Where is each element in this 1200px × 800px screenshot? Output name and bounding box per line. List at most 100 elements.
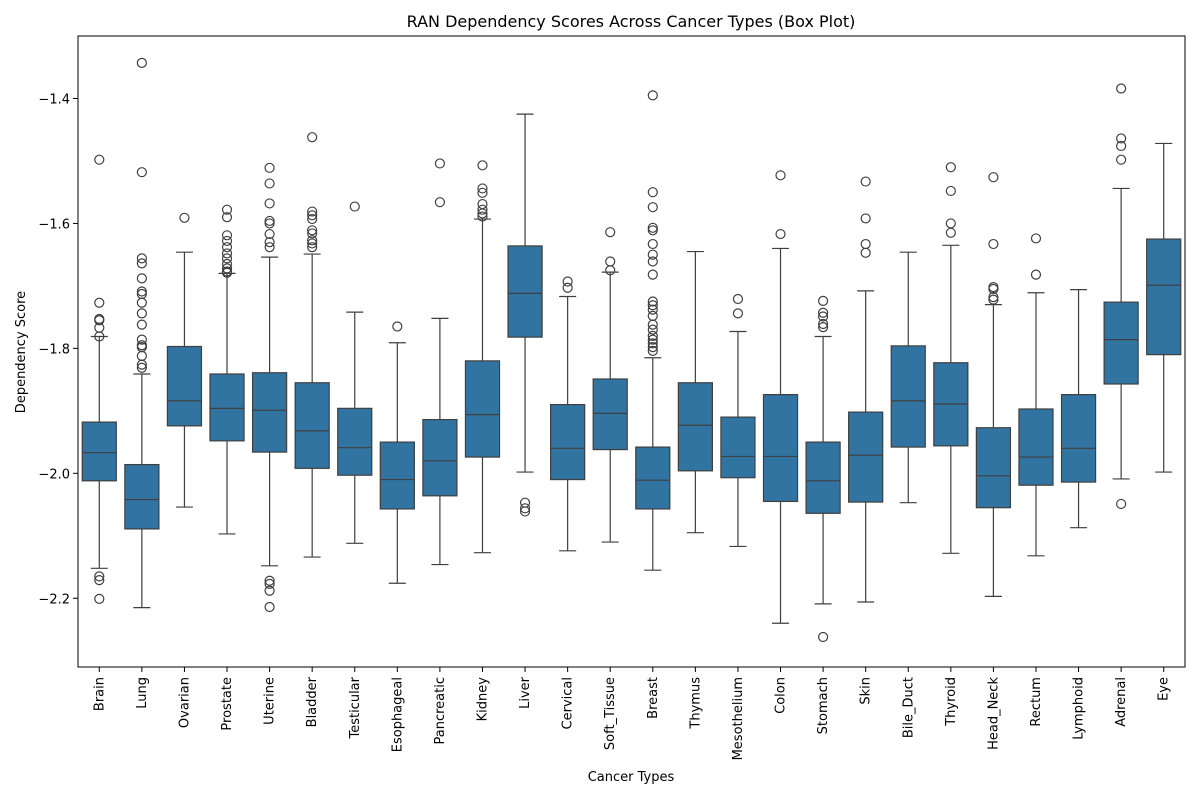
outlier-point <box>945 218 956 229</box>
plot-frame <box>77 35 1186 668</box>
outlier-point <box>477 204 488 215</box>
outlier-point <box>562 276 573 287</box>
outlier-point <box>647 319 658 330</box>
box-thymus <box>677 382 713 472</box>
box-soft_tissue <box>592 378 628 451</box>
outlier-point <box>647 334 658 345</box>
outlier-point <box>860 176 871 187</box>
x-tick-label: Lung <box>135 677 150 709</box>
outlier-point <box>307 238 318 249</box>
y-axis-title: Dependency Score <box>14 291 29 413</box>
x-tick-label: Bladder <box>305 676 320 727</box>
outlier-point <box>307 225 318 236</box>
outlier-point <box>136 334 147 345</box>
outlier-point <box>732 293 744 305</box>
outlier-point <box>264 228 275 240</box>
outlier-point <box>136 362 147 373</box>
outlier-point <box>1116 133 1127 144</box>
outlier-point <box>434 158 446 169</box>
x-tick-label: Thymus <box>688 677 703 730</box>
box-colon <box>762 394 799 503</box>
x-tick-label: Kidney <box>475 677 490 722</box>
outlier-point <box>264 575 275 586</box>
outlier-point <box>519 503 531 514</box>
y-tick-label: −2.0 <box>38 467 70 482</box>
x-tick-label: Uterine <box>263 677 278 725</box>
x-tick-label: Liver <box>518 676 533 709</box>
outlier-point <box>307 132 318 143</box>
outlier-point <box>647 338 658 349</box>
box-eye <box>1146 238 1182 356</box>
outlier-point <box>136 273 147 284</box>
x-tick-label: Skin <box>859 677 874 705</box>
x-tick-label: Pancreatic <box>433 677 448 745</box>
outlier-point <box>307 213 318 225</box>
outlier-point <box>647 256 658 267</box>
outlier-point <box>860 247 871 258</box>
outlier-point <box>605 227 616 238</box>
outlier-point <box>988 238 999 250</box>
y-tick-label: −1.4 <box>38 92 70 107</box>
x-tick-label: Brain <box>92 677 107 711</box>
outlier-point <box>221 242 233 253</box>
box-mesothelium <box>720 416 756 479</box>
outlier-point <box>605 256 616 267</box>
outlier-point <box>1030 233 1042 244</box>
outlier-point <box>562 282 573 293</box>
outlier-point <box>647 304 658 315</box>
x-tick-label: Soft_Tissue <box>603 677 618 750</box>
box-lung <box>124 463 160 530</box>
outlier-point <box>307 242 318 253</box>
outlier-point <box>860 238 871 250</box>
outlier-point <box>1116 83 1127 94</box>
outlier-point <box>136 57 147 68</box>
y-tick-label: −1.8 <box>38 342 70 357</box>
box-bile_duct <box>890 345 926 448</box>
box-adrenal <box>1103 301 1139 385</box>
outlier-point <box>988 172 999 183</box>
outlier-point <box>264 601 275 613</box>
outlier-point <box>136 308 147 319</box>
outlier-point <box>136 258 147 269</box>
chart-title: RAN Dependency Scores Across Cancer Type… <box>407 12 856 31</box>
outlier-point <box>264 585 275 596</box>
outlier-point <box>647 225 658 236</box>
box-rectum <box>1018 408 1054 486</box>
outlier-point <box>136 359 147 370</box>
outlier-point <box>264 178 275 189</box>
outlier-point <box>647 269 658 280</box>
outlier-point <box>264 162 275 173</box>
x-tick-label: Lymphoid <box>1072 677 1087 740</box>
x-tick-label: Thyroid <box>944 677 959 727</box>
box-head_neck <box>975 427 1012 509</box>
outlier-point <box>94 154 105 165</box>
outlier-point <box>94 571 105 582</box>
outlier-point <box>647 345 658 356</box>
outlier-point <box>817 295 829 306</box>
outlier-point <box>1116 498 1127 510</box>
box-bladder <box>294 382 330 469</box>
outlier-point <box>1116 140 1127 152</box>
outlier-point <box>221 212 233 223</box>
outlier-point <box>264 198 275 209</box>
outlier-point <box>647 222 658 233</box>
box-pancreatic <box>422 418 458 497</box>
outlier-point <box>221 230 233 241</box>
box-esophageal <box>379 441 415 510</box>
outlier-point <box>94 331 105 342</box>
x-tick-label: Bile_Duct <box>901 677 916 738</box>
y-tick-label: −2.2 <box>38 592 70 607</box>
outlier-point <box>349 201 360 212</box>
x-tick-label: Rectum <box>1029 677 1044 727</box>
outlier-point <box>732 308 744 319</box>
outlier-point <box>94 593 105 605</box>
x-tick-label: Testicular <box>348 676 363 739</box>
box-testicular <box>337 407 373 476</box>
outlier-point <box>136 167 147 178</box>
outlier-point <box>307 210 318 221</box>
outlier-point <box>647 296 658 307</box>
box-uterine <box>251 372 288 453</box>
outlier-point <box>307 235 318 246</box>
outlier-point <box>647 324 658 335</box>
